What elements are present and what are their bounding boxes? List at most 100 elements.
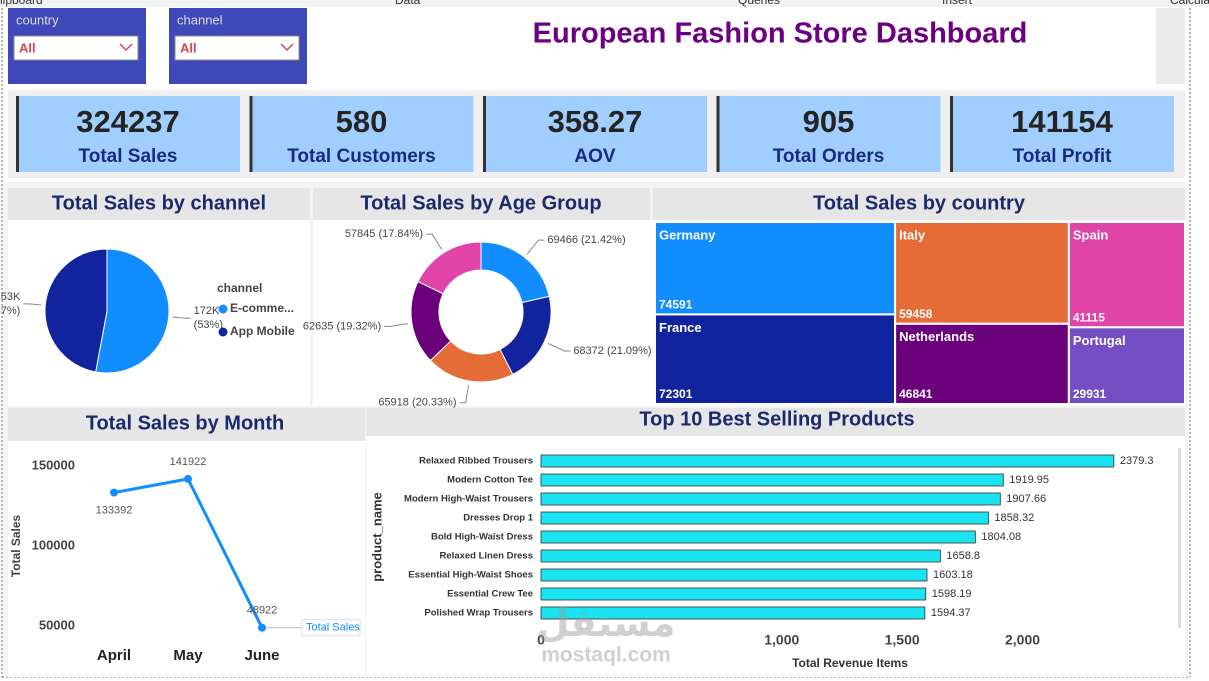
- treemap-tile: [654, 313, 897, 406]
- tile-label: Netherlands: [899, 329, 974, 344]
- dashboard-title: European Fashion Store Dashboard: [533, 18, 1028, 50]
- y-tick-label: Relaxed Linen Dress: [440, 551, 533, 562]
- y-tick-label: Essential High-Waist Shoes: [408, 570, 533, 581]
- watermark: مستقل: [537, 603, 676, 645]
- kpi-value: 141154: [1011, 104, 1113, 139]
- data-label: 48922: [247, 605, 278, 617]
- treemap-tile: [1067, 326, 1186, 405]
- kpi-value: 580: [336, 104, 388, 139]
- filter-value: All: [180, 40, 197, 55]
- data-label: 172K (53%): [194, 305, 223, 331]
- slice: [44, 248, 108, 373]
- treemap-tile: [654, 221, 897, 316]
- chart-header: [366, 408, 1185, 436]
- chart-header: [8, 188, 310, 220]
- chart-title: Total Sales by channel: [52, 192, 266, 214]
- legend-marker: [218, 327, 228, 337]
- x-tick-label: May: [173, 647, 203, 664]
- filter-label: channel: [177, 12, 223, 27]
- kpi-edge: [950, 96, 953, 172]
- bar: [540, 606, 926, 620]
- scrollbar: [1178, 448, 1181, 628]
- filter-dropdown[interactable]: [13, 35, 139, 61]
- data-label: 62635 (19.32%): [303, 320, 381, 332]
- kpi-card: [950, 96, 1174, 172]
- x-tick-label: April: [97, 647, 131, 664]
- kpi-card: [249, 96, 474, 172]
- kpi-edge: [483, 96, 486, 172]
- legend-title: channel: [217, 281, 262, 295]
- y-tick-label: Relaxed Ribbed Trousers: [419, 456, 533, 467]
- ribbon-label: Calcula: [1170, 0, 1209, 7]
- x-tick-label: 1,500: [885, 632, 920, 648]
- legend-marker: [218, 304, 228, 314]
- point: [110, 488, 118, 497]
- y-axis-title: product_name: [369, 492, 384, 582]
- kpi-edge: [16, 96, 19, 172]
- y-tick-label: 100000: [32, 537, 75, 552]
- leader-line: [384, 323, 408, 327]
- ribbon-label: Insert: [942, 0, 973, 7]
- data-label: 2379.3: [1120, 455, 1154, 467]
- point: [184, 474, 192, 483]
- bar: [540, 549, 941, 563]
- y-tick-label: Essential Crew Tee: [447, 589, 533, 600]
- slice: [95, 248, 170, 374]
- leader-line: [426, 233, 443, 250]
- x-tick-label: 2,000: [1005, 632, 1040, 648]
- filter-dropdown[interactable]: [174, 35, 300, 61]
- chart-title: Total Sales by Age Group: [360, 192, 601, 214]
- kpi-card: [716, 96, 941, 172]
- y-axis-title: Total Sales: [9, 514, 23, 577]
- chart-header: [313, 188, 650, 220]
- data-label: 141922: [170, 456, 207, 468]
- bar: [540, 587, 927, 601]
- data-label: 65918 (20.33%): [378, 397, 456, 409]
- y-tick-label: Polished Wrap Trousers: [424, 608, 533, 619]
- chart-title: Top 10 Best Selling Products: [639, 408, 914, 430]
- kpi-label: Total Sales: [79, 146, 178, 167]
- bar: [540, 568, 928, 582]
- leader-line: [172, 316, 191, 319]
- filter-value: All: [19, 40, 36, 55]
- tile-value: 59458: [899, 307, 933, 321]
- tile-label: Germany: [659, 227, 716, 242]
- ribbon: [0, 0, 1209, 7]
- treemap-tile: [894, 322, 1070, 406]
- kpi-card: [483, 96, 707, 172]
- ribbon-label: Queries: [738, 0, 780, 7]
- ribbon-label: lipboard: [0, 0, 43, 7]
- y-tick-label: 50000: [39, 617, 75, 632]
- data-label: 1858.32: [994, 512, 1034, 524]
- x-tick-label: June: [244, 647, 279, 664]
- x-tick-label: 0: [537, 632, 545, 648]
- data-label: 1598.19: [932, 588, 972, 600]
- legend-label: E-comme...: [230, 301, 294, 315]
- data-label: 69466 (21.42%): [547, 234, 625, 246]
- leader-line: [547, 342, 571, 352]
- tile-value: 72301: [659, 387, 693, 401]
- y-tick-label: Bold High-Waist Dress: [431, 532, 533, 543]
- tile-value: 74591: [659, 298, 693, 312]
- tile-value: 29931: [1073, 387, 1107, 401]
- title-panel: [366, 8, 1156, 84]
- bar: [540, 473, 1004, 487]
- x-tick-label: 1,000: [764, 632, 799, 648]
- dropdown-arrow: [119, 43, 133, 52]
- kpi-label: Total Customers: [287, 146, 436, 167]
- chart-title: Total Sales by Month: [86, 412, 285, 434]
- filter-label: country: [16, 12, 59, 27]
- data-label: 153K(47%): [0, 291, 21, 317]
- data-label: 1594.37: [931, 607, 971, 619]
- kpi-label: Total Profit: [1013, 146, 1113, 167]
- bar: [540, 530, 976, 544]
- data-label: 68372 (21.09%): [573, 345, 651, 357]
- kpi-value: 905: [803, 104, 855, 139]
- kpi-card: [16, 96, 240, 172]
- chart-header: [8, 408, 365, 441]
- tile-label: France: [659, 320, 702, 335]
- bar: [540, 492, 1001, 506]
- y-tick-label: 150000: [32, 457, 75, 472]
- series-label: Total Sales: [306, 622, 360, 634]
